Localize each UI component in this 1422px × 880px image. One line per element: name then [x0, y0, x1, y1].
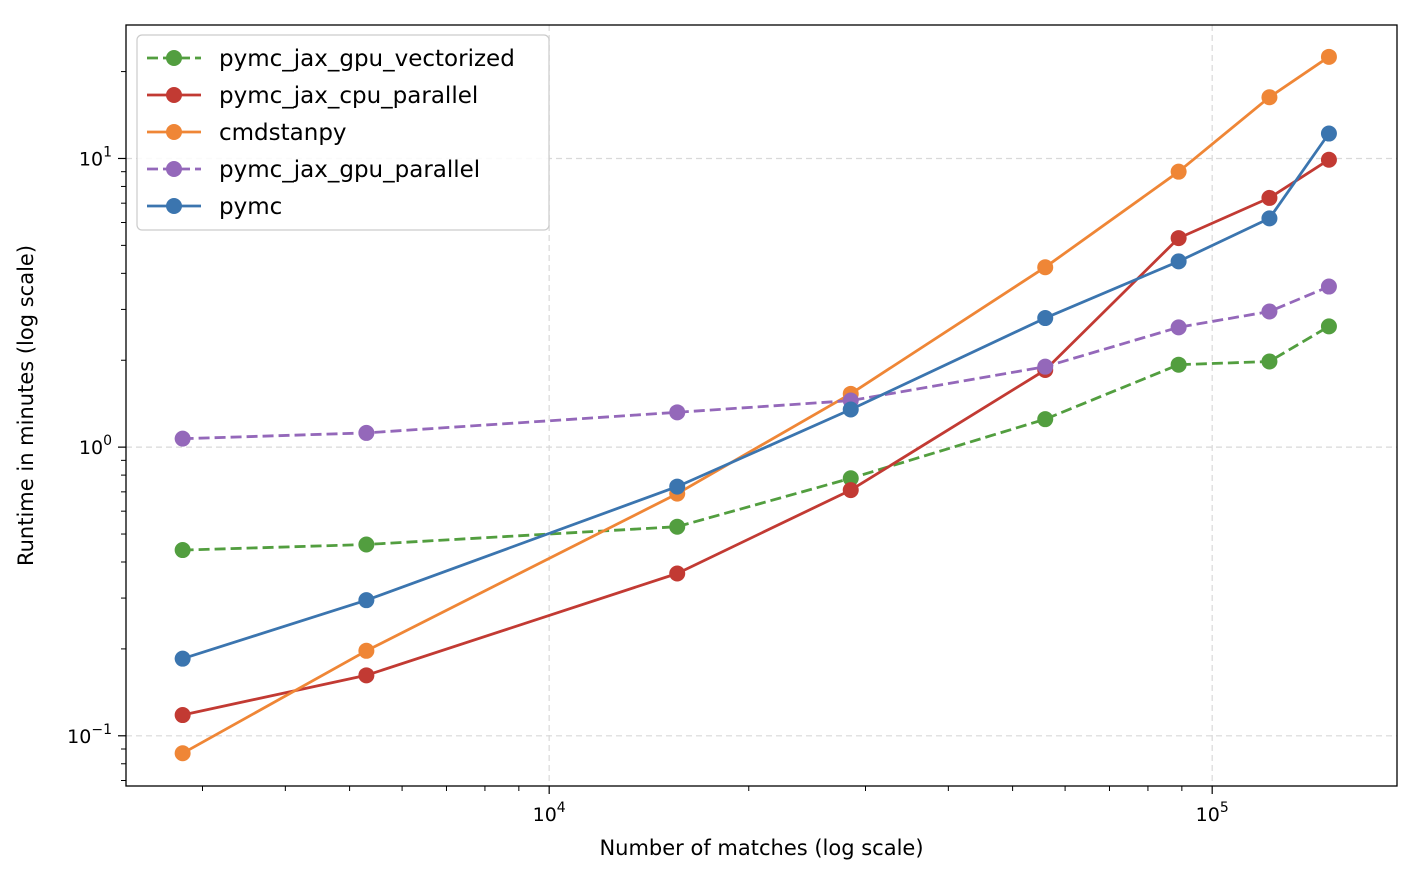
legend-marker-pymc_jax_gpu_parallel: [166, 161, 182, 177]
data-point-cmdstanpy: [358, 642, 375, 659]
legend-item-cmdstanpy: cmdstanpy: [147, 120, 347, 146]
y-tick-label: 10−1: [67, 722, 112, 748]
series-layer: [174, 48, 1337, 762]
legend-item-pymc_jax_cpu_parallel: pymc_jax_cpu_parallel: [147, 83, 478, 109]
data-point-pymc: [1261, 210, 1278, 227]
data-point-pymc_jax_cpu_parallel: [842, 482, 859, 499]
data-point-pymc: [669, 478, 686, 495]
legend-marker-pymc_jax_gpu_vectorized: [166, 50, 182, 66]
y-tick-label: 101: [79, 144, 112, 170]
series-pymc: [174, 125, 1337, 667]
axis-ticks: 104 105 10−1 100 101: [67, 71, 1229, 826]
data-point-pymc_jax_cpu_parallel: [1261, 189, 1278, 206]
legend-item-pymc: pymc: [147, 194, 282, 220]
data-point-pymc_jax_gpu_vectorized: [1170, 356, 1187, 373]
data-point-cmdstanpy: [1170, 163, 1187, 180]
legend-label-pymc_jax_cpu_parallel: pymc_jax_cpu_parallel: [219, 83, 478, 109]
data-point-pymc_jax_gpu_parallel: [358, 424, 375, 441]
legend-marker-pymc_jax_cpu_parallel: [166, 87, 182, 103]
data-point-pymc_jax_gpu_parallel: [174, 430, 191, 447]
data-point-pymc_jax_gpu_vectorized: [1261, 353, 1278, 370]
legend-label-pymc_jax_gpu_parallel: pymc_jax_gpu_parallel: [219, 157, 480, 183]
data-point-pymc_jax_cpu_parallel: [358, 667, 375, 684]
data-point-pymc: [174, 650, 191, 667]
legend-item-pymc_jax_gpu_parallel: pymc_jax_gpu_parallel: [147, 157, 480, 183]
legend-marker-cmdstanpy: [166, 124, 182, 140]
data-point-pymc_jax_cpu_parallel: [1320, 151, 1337, 168]
legend-marker-pymc: [166, 198, 182, 214]
legend: pymc_jax_gpu_vectorized pymc_jax_cpu_para…: [136, 34, 550, 231]
legend-box: [136, 34, 550, 231]
data-point-pymc_jax_gpu_vectorized: [669, 518, 686, 535]
series-line-cmdstanpy: [181, 55, 1330, 755]
y-tick-label: 100: [79, 433, 112, 459]
legend-item-pymc_jax_gpu_vectorized: pymc_jax_gpu_vectorized: [147, 46, 515, 72]
data-point-pymc_jax_gpu_vectorized: [1037, 411, 1054, 428]
x-tick-label: 104: [533, 800, 566, 826]
data-point-pymc_jax_gpu_parallel: [669, 404, 686, 421]
data-point-pymc: [1037, 310, 1054, 327]
data-point-pymc_jax_gpu_parallel: [1320, 278, 1337, 295]
legend-label-pymc: pymc: [219, 194, 282, 220]
y-axis-label: Runtime in minutes (log scale): [14, 245, 38, 566]
x-tick-label: 105: [1196, 800, 1229, 826]
data-point-pymc: [1170, 253, 1187, 270]
series-line-pymc_jax_gpu_parallel: [182, 285, 1330, 441]
series-line-pymc: [182, 132, 1331, 661]
data-point-cmdstanpy: [1037, 259, 1054, 276]
data-point-pymc_jax_gpu_parallel: [1261, 303, 1278, 320]
data-point-cmdstanpy: [1261, 89, 1278, 106]
data-point-cmdstanpy: [174, 745, 191, 762]
legend-label-pymc_jax_gpu_vectorized: pymc_jax_gpu_vectorized: [219, 46, 515, 72]
data-point-pymc: [358, 592, 375, 609]
series-line-pymc_jax_cpu_parallel: [182, 158, 1330, 717]
series-pymc_jax_gpu_parallel: [174, 278, 1337, 447]
data-point-pymc_jax_gpu_vectorized: [358, 536, 375, 553]
data-point-pymc_jax_cpu_parallel: [669, 565, 686, 582]
plot-frame: [125, 24, 1398, 787]
data-point-pymc_jax_gpu_vectorized: [1320, 318, 1337, 335]
data-point-pymc_jax_cpu_parallel: [174, 707, 191, 724]
data-point-pymc_jax_gpu_parallel: [1037, 358, 1054, 375]
series-line-pymc_jax_gpu_vectorized: [182, 325, 1330, 552]
data-point-cmdstanpy: [1320, 48, 1337, 65]
data-point-pymc_jax_gpu_vectorized: [174, 542, 191, 559]
data-point-pymc_jax_gpu_parallel: [1170, 319, 1187, 336]
series-pymc_jax_gpu_vectorized: [174, 318, 1337, 559]
data-point-pymc_jax_cpu_parallel: [1170, 230, 1187, 247]
data-point-pymc_jax_gpu_vectorized: [842, 470, 859, 487]
legend-label-cmdstanpy: cmdstanpy: [219, 120, 347, 146]
x-axis-label: Number of matches (log scale): [599, 836, 923, 860]
data-point-pymc: [842, 401, 859, 418]
data-point-pymc: [1320, 125, 1337, 142]
